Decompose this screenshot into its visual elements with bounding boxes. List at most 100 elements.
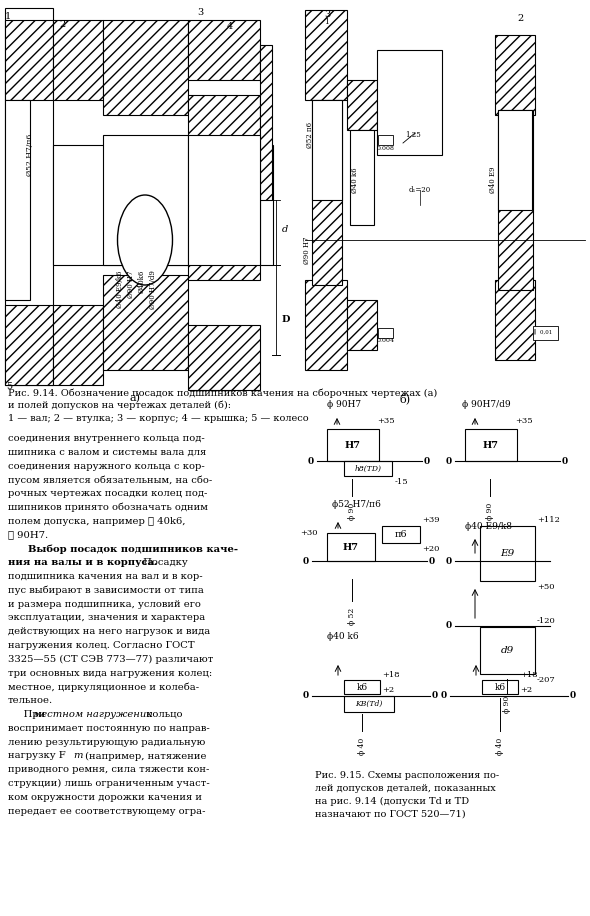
Text: на рис. 9.14 (допуски Td и TD: на рис. 9.14 (допуски Td и TD xyxy=(315,797,469,806)
Text: 0: 0 xyxy=(570,692,576,701)
Text: 3: 3 xyxy=(197,8,203,17)
Text: т: т xyxy=(73,751,83,760)
Text: а): а) xyxy=(129,393,140,403)
Bar xyxy=(344,461,392,476)
Text: пус выбирают в зависимости от типа: пус выбирают в зависимости от типа xyxy=(8,586,204,595)
Text: ϕ 40: ϕ 40 xyxy=(358,737,366,755)
Text: +18: +18 xyxy=(520,671,537,679)
Bar xyxy=(103,20,188,115)
Bar xyxy=(498,110,532,210)
Text: 5: 5 xyxy=(6,382,12,391)
Text: нагрузку F: нагрузку F xyxy=(8,751,65,760)
Text: тельное.: тельное. xyxy=(8,696,53,705)
Text: d: d xyxy=(282,225,289,234)
Text: ϕ 90H7/d9: ϕ 90H7/d9 xyxy=(462,400,510,409)
Bar xyxy=(327,533,375,561)
Text: 1 — вал; 2 — втулка; 3 — корпус; 4 — крышка; 5 — колесо: 1 — вал; 2 — втулка; 3 — корпус; 4 — кры… xyxy=(8,414,309,423)
Text: 0: 0 xyxy=(432,692,438,701)
Bar xyxy=(327,429,379,461)
Text: +18: +18 xyxy=(382,671,399,679)
Text: 0: 0 xyxy=(303,557,309,565)
Text: Ø52 H7/п6: Ø52 H7/п6 xyxy=(26,134,34,176)
Text: рочных чертежах посадки колец под-: рочных чертежах посадки колец под- xyxy=(8,489,207,498)
Bar xyxy=(260,45,272,200)
Bar xyxy=(344,680,380,694)
Text: 0: 0 xyxy=(446,557,452,565)
Text: 3: 3 xyxy=(324,10,330,19)
Bar xyxy=(305,280,347,370)
Text: соединения внутреннего кольца под-: соединения внутреннего кольца под- xyxy=(8,434,205,443)
Text: 0: 0 xyxy=(446,621,452,630)
Text: +112: +112 xyxy=(537,516,560,524)
Text: 1: 1 xyxy=(324,18,329,26)
Text: ∅ 90H7.: ∅ 90H7. xyxy=(8,530,48,540)
Bar xyxy=(188,325,260,390)
Bar xyxy=(378,328,393,338)
Text: Ø90 H7: Ø90 H7 xyxy=(303,236,311,264)
Text: кольцо: кольцо xyxy=(143,710,182,719)
Text: 2: 2 xyxy=(59,20,65,29)
Bar xyxy=(480,526,535,581)
Text: ϕ 90: ϕ 90 xyxy=(348,502,356,519)
Text: 3325—55 (СТ СЭВ 773—77) различают: 3325—55 (СТ СЭВ 773—77) различают xyxy=(8,655,214,664)
Text: местное, циркуляционное и колеба-: местное, циркуляционное и колеба- xyxy=(8,682,199,692)
Text: ϕ 52: ϕ 52 xyxy=(348,607,356,625)
Text: лей допусков деталей, показанных: лей допусков деталей, показанных xyxy=(315,784,496,793)
Bar xyxy=(495,35,535,115)
Text: 2: 2 xyxy=(517,14,523,23)
Text: H7: H7 xyxy=(343,542,359,551)
Text: 1,25: 1,25 xyxy=(405,130,421,138)
Text: местном нагружении: местном нагружении xyxy=(33,710,153,719)
Text: 0: 0 xyxy=(308,456,314,465)
Text: -207: -207 xyxy=(537,676,556,684)
Text: d₁=20: d₁=20 xyxy=(409,186,431,194)
Text: три основных вида нагружения колец:: три основных вида нагружения колец: xyxy=(8,669,212,678)
Text: ϕ 40: ϕ 40 xyxy=(496,737,504,755)
Text: +2: +2 xyxy=(520,686,532,694)
Text: и размера подшипника, условий его: и размера подшипника, условий его xyxy=(8,600,201,608)
Text: нагружения колец. Согласно ГОСТ: нагружения колец. Согласно ГОСТ xyxy=(8,641,195,650)
Bar xyxy=(312,100,342,285)
Bar xyxy=(480,627,535,674)
Text: 0: 0 xyxy=(429,557,435,565)
Bar xyxy=(188,20,260,80)
Text: шипников принято обозначать одним: шипников принято обозначать одним xyxy=(8,503,208,512)
Text: ϕ40 k6: ϕ40 k6 xyxy=(327,632,359,641)
Text: KB(Td): KB(Td) xyxy=(355,700,383,708)
Text: Рис. 9.15. Схемы расположения по-: Рис. 9.15. Схемы расположения по- xyxy=(315,771,499,780)
Text: +35: +35 xyxy=(515,417,533,425)
Bar xyxy=(498,110,533,290)
Text: k6: k6 xyxy=(494,682,506,692)
Text: ϕ 90: ϕ 90 xyxy=(503,695,511,713)
Bar xyxy=(188,135,260,265)
Text: 0.004: 0.004 xyxy=(377,339,395,344)
Text: k6: k6 xyxy=(356,682,368,692)
Bar xyxy=(344,696,394,712)
Bar xyxy=(533,326,558,340)
Bar xyxy=(5,100,30,300)
Text: +50: +50 xyxy=(537,583,555,591)
Bar xyxy=(495,280,535,360)
Text: Ø40 E9: Ø40 E9 xyxy=(489,167,497,193)
Bar xyxy=(378,135,393,145)
Text: +39: +39 xyxy=(422,516,440,524)
Text: 1: 1 xyxy=(5,12,11,21)
Text: ϕ 90: ϕ 90 xyxy=(486,502,494,519)
Text: Ø90 H7: Ø90 H7 xyxy=(127,270,135,298)
Text: шипника с валом и системы вала для: шипника с валом и системы вала для xyxy=(8,448,206,457)
Text: d9: d9 xyxy=(500,646,514,655)
Bar xyxy=(188,95,260,280)
Text: -120: -120 xyxy=(537,617,556,625)
Text: Ø40k6: Ø40k6 xyxy=(138,270,146,293)
Text: ϕ40 E9/k8: ϕ40 E9/k8 xyxy=(465,522,512,531)
Text: полем допуска, например ∅ 40k6,: полем допуска, например ∅ 40k6, xyxy=(8,517,185,526)
Text: передает ее соответствующему огра-: передает ее соответствующему огра- xyxy=(8,807,205,815)
Text: Ø90 H7/d9: Ø90 H7/d9 xyxy=(149,270,157,309)
Bar xyxy=(5,8,53,385)
Text: 0.008: 0.008 xyxy=(377,146,395,150)
Text: H7: H7 xyxy=(483,441,499,450)
Text: Рис. 9.14. Обозначение посадок подшипников качения на сборочных чертежах (а): Рис. 9.14. Обозначение посадок подшипник… xyxy=(8,388,437,398)
Text: ∥  0,01: ∥ 0,01 xyxy=(534,329,552,334)
Bar xyxy=(350,130,374,225)
Text: H7: H7 xyxy=(345,441,361,450)
